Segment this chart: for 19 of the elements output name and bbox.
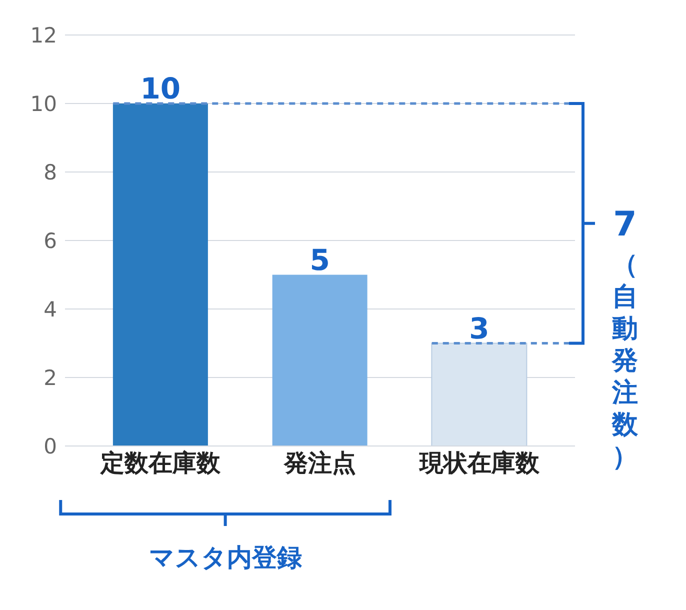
y-tick-label: 2 (44, 366, 57, 390)
text: マスタ内登録 (148, 543, 302, 572)
text: （自動発注数） (610, 249, 639, 474)
y-tick-label: 6 (44, 228, 57, 253)
y-tick-label: 0 (44, 434, 57, 458)
y-tick-label: 10 (30, 92, 57, 116)
y-tick-label: 12 (30, 23, 57, 48)
bar (112, 104, 208, 446)
bar (272, 274, 368, 446)
bar (431, 342, 528, 446)
data-label: 10 (140, 72, 181, 106)
x-tick-label: 現状在庫数 (418, 449, 540, 478)
data-label: 5 (310, 242, 330, 277)
data-label: 3 (469, 311, 490, 346)
x-tick-label: 定数在庫数 (100, 449, 222, 478)
y-tick-label: 4 (44, 297, 57, 322)
y-tick-label: 8 (44, 160, 57, 184)
text: 7 (613, 204, 637, 244)
x-tick-label: 発注点 (283, 449, 356, 478)
